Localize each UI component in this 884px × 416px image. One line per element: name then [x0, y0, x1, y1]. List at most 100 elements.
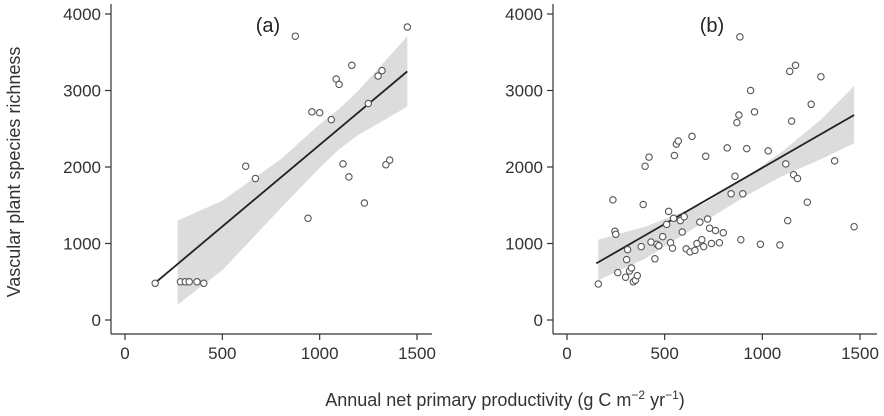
data-point: [830, 157, 839, 165]
data-point: [739, 190, 747, 198]
data-point: [785, 67, 794, 76]
data-point: [783, 216, 792, 225]
y-tick-label: 2000: [63, 158, 101, 177]
data-point: [711, 226, 720, 235]
panel-label: (b): [700, 15, 724, 37]
y-tick-label: 2000: [505, 158, 543, 177]
data-point: [750, 108, 759, 116]
data-point: [782, 160, 790, 168]
data-point: [308, 108, 316, 116]
y-tick-label: 0: [92, 311, 101, 330]
data-point: [378, 66, 386, 75]
y-tick-label: 4000: [505, 5, 543, 24]
regression-line: [595, 114, 855, 265]
data-point: [737, 235, 745, 244]
data-point: [691, 246, 699, 255]
data-point: [817, 72, 825, 81]
data-point: [719, 229, 728, 237]
y-tick-label: 3000: [63, 82, 101, 101]
data-point: [715, 238, 724, 247]
data-point: [776, 241, 784, 249]
data-point: [251, 174, 260, 183]
data-point: [669, 214, 678, 223]
data-point: [674, 137, 683, 145]
regression-line: [153, 70, 408, 285]
data-point: [348, 61, 356, 70]
data-point: [678, 228, 686, 236]
data-point: [327, 115, 336, 124]
data-point: [645, 153, 653, 161]
data-point: [736, 33, 744, 41]
data-point: [723, 144, 731, 152]
x-tick-label: 500: [650, 344, 678, 363]
data-point: [339, 160, 347, 168]
data-point: [733, 118, 741, 127]
data-point: [727, 190, 735, 198]
data-point: [622, 255, 631, 264]
data-point: [609, 196, 617, 204]
data-point: [193, 278, 201, 286]
data-point: [335, 80, 343, 89]
data-point: [793, 174, 802, 183]
data-point: [364, 99, 373, 108]
data-point: [701, 152, 710, 161]
data-point: [699, 242, 708, 251]
data-point: [385, 156, 394, 164]
data-point: [742, 144, 751, 153]
data-point: [735, 111, 743, 119]
y-tick-label: 1000: [63, 235, 101, 254]
x-tick-label: 0: [120, 344, 129, 363]
data-point: [403, 23, 412, 31]
confidence-band: [598, 85, 855, 281]
data-point: [693, 239, 701, 248]
x-tick-label: 1000: [743, 344, 781, 363]
data-point: [787, 117, 796, 125]
data-point: [345, 173, 353, 181]
data-point: [764, 147, 772, 155]
data-point: [639, 200, 647, 209]
data-point: [621, 273, 630, 281]
data-point: [374, 72, 382, 80]
data-point: [696, 218, 704, 226]
data-point: [151, 279, 159, 288]
panel-b: 0 1000 2000 3000 4000 0 500 1000 1500 (b): [505, 4, 879, 363]
data-point: [614, 268, 622, 277]
data-point: [807, 100, 815, 109]
data-point: [698, 235, 706, 244]
data-point: [658, 232, 667, 241]
data-point: [291, 32, 300, 40]
x-tick-label: 0: [562, 344, 571, 363]
data-point: [360, 199, 369, 207]
data-point: [627, 264, 636, 272]
y-tick-label: 0: [534, 311, 543, 330]
x-tick-label: 1500: [841, 344, 879, 363]
data-point: [185, 278, 193, 286]
y-tick-label: 1000: [505, 235, 543, 254]
data-point: [637, 242, 645, 251]
y-axis-title: Vascular plant species richness: [4, 47, 24, 298]
panel-a: 0 1000 2000 3000 4000 0 500 1000 1500 (a): [63, 4, 436, 363]
data-point: [200, 279, 208, 288]
data-point: [791, 61, 800, 70]
y-tick-label: 4000: [63, 5, 101, 24]
data-point: [680, 212, 688, 221]
confidence-band: [177, 36, 408, 305]
data-point: [651, 255, 659, 263]
data-point: [241, 162, 250, 170]
data-point: [315, 108, 324, 117]
x-tick-label: 1500: [398, 344, 436, 363]
data-point: [662, 220, 671, 229]
data-point: [670, 151, 679, 160]
data-point: [703, 215, 712, 223]
data-point: [655, 242, 663, 250]
panel-label: (a): [256, 15, 280, 37]
x-axis-title: Annual net primary productivity (g C m−2…: [325, 388, 685, 410]
data-point: [803, 198, 812, 206]
data-point: [612, 230, 620, 239]
x-tick-label: 1000: [301, 344, 339, 363]
data-point: [688, 132, 696, 141]
data-point: [633, 271, 642, 280]
data-point: [707, 239, 716, 248]
data-point: [623, 245, 632, 254]
